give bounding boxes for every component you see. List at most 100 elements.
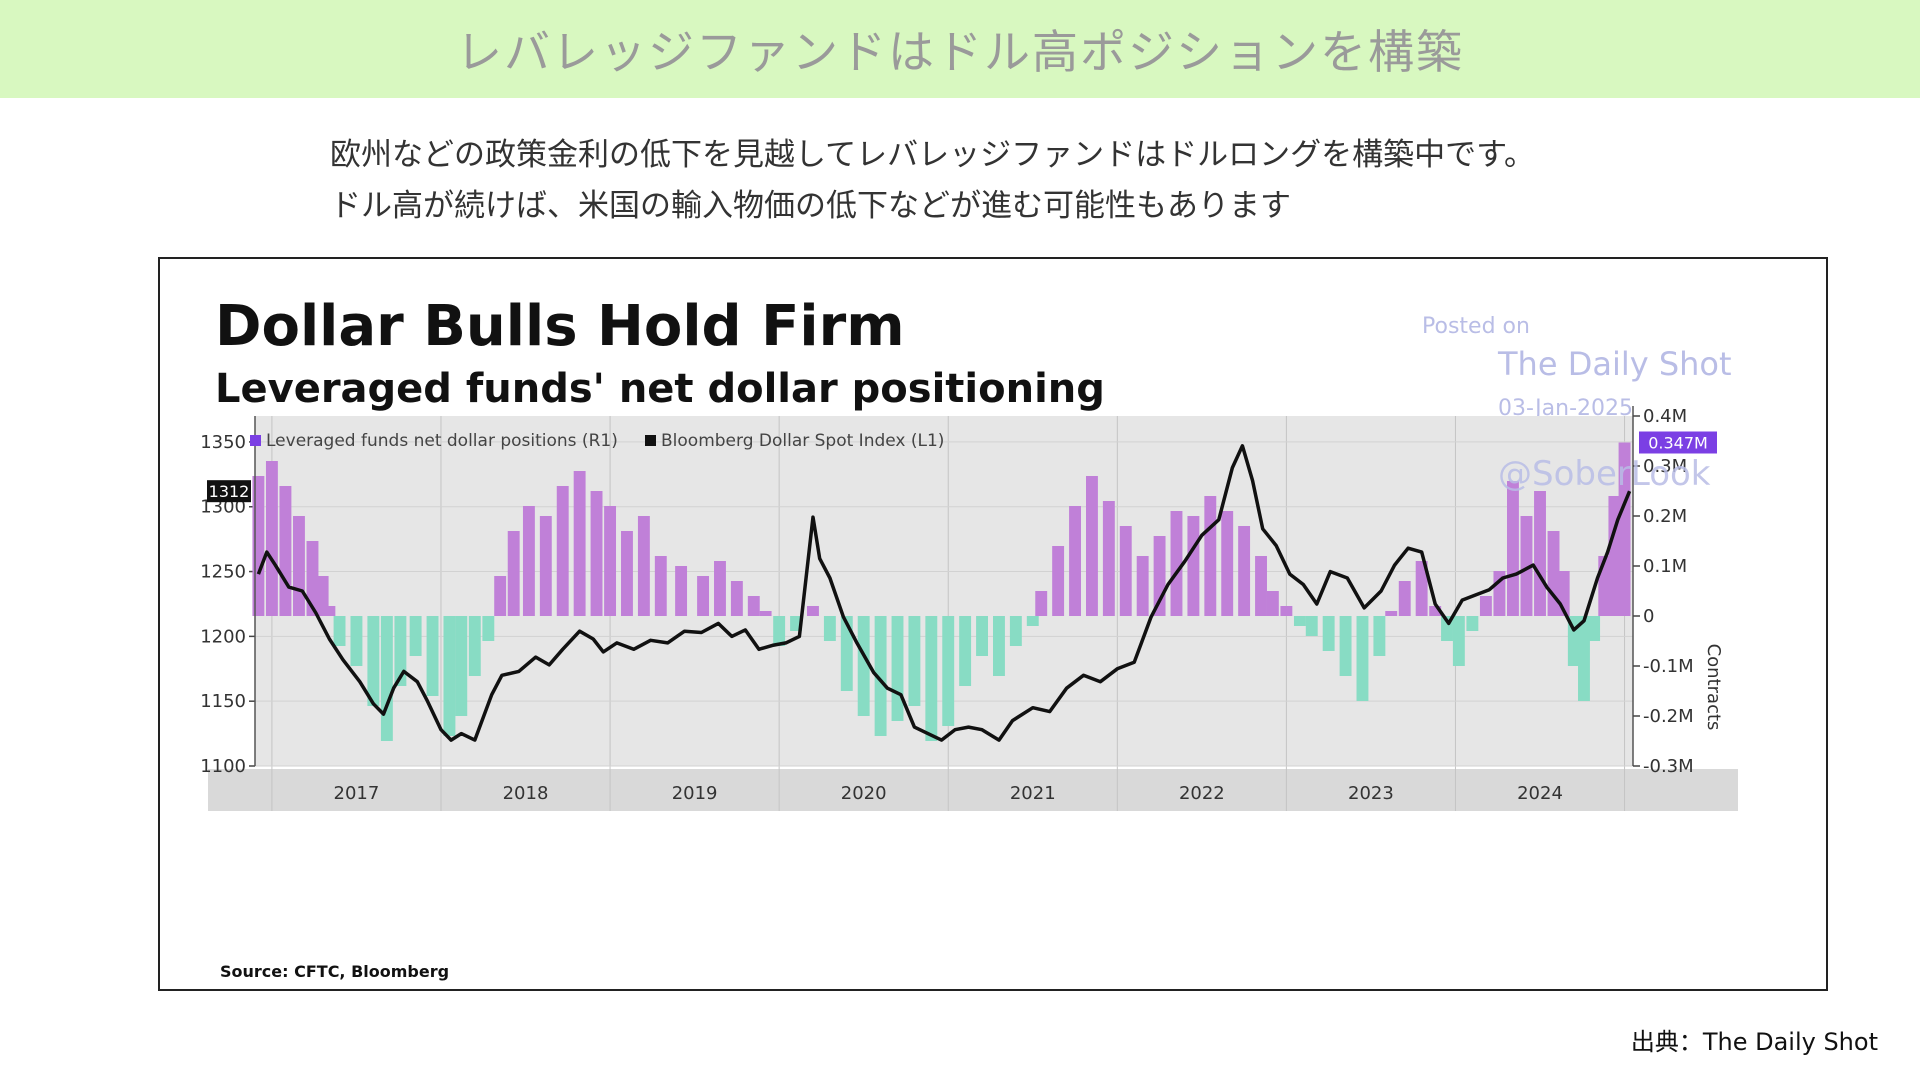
position-bar-long [1547,531,1560,616]
right-axis-tick-label: 0.1M [1643,556,1687,577]
position-bar-short [1373,616,1386,656]
position-bar-long [1493,571,1506,616]
position-bar-long [1119,526,1132,616]
legend-label-positions: Leveraged funds net dollar positions (R1… [266,431,618,451]
right-last-value-badge [1639,431,1717,454]
position-bar-short [790,616,803,631]
right-last-value-label: 0.347M [1648,434,1708,453]
left-axis-tick-label: 1200 [200,626,246,647]
position-bar-short [1466,616,1479,631]
dollar-index-line [256,444,1632,742]
right-axis-tick-label: -0.1M [1643,656,1694,677]
right-axis-tick-label: 0.2M [1643,506,1687,527]
position-bar-long [252,476,265,616]
position-bar-long [730,581,743,616]
x-tick-label: 2022 [1179,783,1225,804]
position-bar-long [1534,491,1546,616]
position-bar-short [482,616,495,641]
left-axis-tick-label: 1100 [200,756,246,777]
position-bar-short [1026,616,1039,626]
position-bar-long [1069,506,1081,616]
position-bar-long [1102,501,1115,616]
position-bar-long [747,596,760,616]
position-bar-long [807,606,819,616]
position-bar-long [539,516,552,616]
position-bar-long [1479,596,1492,616]
left-axis-tick-label: 1150 [200,691,246,712]
plot-area: 2017 2018 2019 2020 2021 2022 2023 2024 1100 1150… [200,406,1738,811]
position-bar-short [925,616,938,741]
position-bar-long [621,531,633,616]
legend-swatch-positions [250,435,261,446]
x-tick-label: 2021 [1010,783,1056,804]
position-bar-long [1255,556,1267,616]
description: 欧州などの政策金利の低下を見越してレバレッジファンドはドルロングを構築中です。 … [330,130,1780,232]
position-bar-long [573,471,586,616]
position-bar-short [908,616,921,706]
position-bar-long [1238,526,1251,616]
credit-source: 出典：The Daily Shot [1630,1028,1878,1056]
right-axis-tick-label: 0.4M [1643,406,1687,427]
left-last-value-badge [207,480,251,503]
position-bar-long [1136,556,1149,616]
position-bar-long [714,561,726,616]
position-bar-long [637,516,650,616]
position-bar-short [1339,616,1352,676]
position-bar-short [992,616,1005,676]
position-bar-short [380,616,393,741]
x-tick-label: 2024 [1517,783,1563,804]
position-bar-short [1009,616,1022,646]
right-axis-tick-label: 0 [1643,606,1654,627]
position-bar-long [1608,496,1621,616]
chart-title: Dollar Bulls Hold Firm [215,294,905,359]
position-bar-short [1578,616,1590,701]
position-bar-long [494,576,507,616]
position-bar-short [840,616,853,691]
position-bar-long [675,566,688,616]
x-tick-label: 2019 [672,783,718,804]
position-bar-long [1153,536,1166,616]
position-bar-short [959,616,972,686]
page-title: レバレッジファンドはドル高ポジションを構築 [456,25,1464,79]
position-bar-long [1618,442,1631,616]
position-bar-long [1221,511,1234,616]
position-bar-long [590,491,603,616]
position-bar-long [1170,511,1183,616]
position-bar-long [279,486,292,616]
position-bar-short [468,616,481,676]
right-axis-tick-label: -0.3M [1643,756,1694,777]
position-bar-long [265,461,278,616]
position-bar-short [350,616,363,666]
position-bar-short [426,616,439,696]
position-bar-short [976,616,988,656]
chart-svg: Dollar Bulls Hold Firm Leveraged funds' … [200,294,1738,981]
position-bar-short [942,616,955,726]
description-line-1: 欧州などの政策金利の低下を見越してレバレッジファンドはドルロングを構築中です。 [330,137,1535,173]
position-bar-short [1441,616,1453,641]
legend-swatch-index [645,435,656,446]
position-bar-long [507,531,520,616]
x-tick-label: 2017 [334,783,380,804]
position-bar-short [367,616,380,706]
position-bar-short [443,616,456,736]
watermark-site: The Daily Shot [1497,345,1732,383]
position-bar-long [697,576,710,616]
position-bar-short [1305,616,1318,636]
position-bar-long [306,541,319,616]
right-axis-tick-label: 0.3M [1643,456,1687,477]
position-bar-short [409,616,422,656]
position-bar-short [455,616,468,716]
position-bar-long [556,486,569,616]
position-bar-long [1557,571,1570,616]
chart-frame: Dollar Bulls Hold Firm Leveraged funds' … [158,257,1828,991]
x-tick-label: 2023 [1348,783,1394,804]
position-bar-short [1588,616,1601,641]
position-bar-short [1567,616,1580,666]
position-bar-long [1187,516,1200,616]
position-bar-long [654,556,667,616]
position-bar-short [874,616,887,736]
position-bar-long [1415,561,1428,616]
position-bar-short [1356,616,1369,701]
x-axis-band [208,769,1738,811]
position-bar-long [604,506,617,616]
